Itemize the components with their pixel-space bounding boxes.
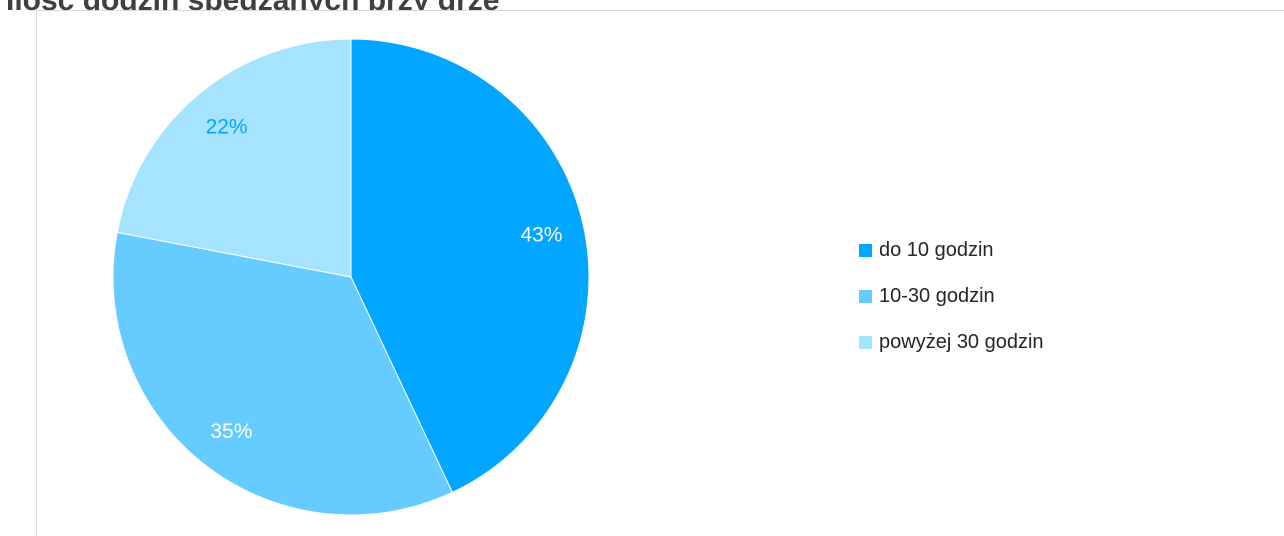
chart-legend: do 10 godzin 10-30 godzin powyżej 30 godzi… xyxy=(859,237,1179,375)
pie-slices xyxy=(112,38,590,516)
pie-slice-3 xyxy=(116,38,352,278)
legend-swatch xyxy=(859,335,872,349)
data-label-3: 22% xyxy=(206,116,248,139)
legend-swatch xyxy=(859,289,872,303)
legend-label: 10-30 godzin xyxy=(879,284,995,307)
data-label-1: 43% xyxy=(520,223,562,246)
legend-label: do 10 godzin xyxy=(879,238,994,261)
pie-chart: 43% 35% 22% xyxy=(112,38,590,516)
legend-label: powyżej 30 godzin xyxy=(879,330,1044,353)
pie-data-labels: 43% 35% 22% xyxy=(206,116,563,444)
pie-slice-2 xyxy=(112,231,454,516)
pie-slice-1 xyxy=(350,38,590,494)
chart-area: 43% 35% 22% do 10 godzin 10-30 godzin powyże… xyxy=(36,10,1284,536)
legend-swatch xyxy=(859,243,872,257)
legend-item-3: powyżej 30 godzin xyxy=(859,329,1179,355)
data-label-2: 35% xyxy=(210,420,252,443)
legend-item-2: 10-30 godzin xyxy=(859,283,1179,309)
legend-item-1: do 10 godzin xyxy=(859,237,1179,263)
